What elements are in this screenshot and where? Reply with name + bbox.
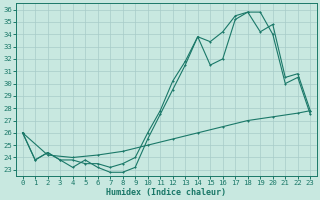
X-axis label: Humidex (Indice chaleur): Humidex (Indice chaleur) <box>107 188 227 197</box>
